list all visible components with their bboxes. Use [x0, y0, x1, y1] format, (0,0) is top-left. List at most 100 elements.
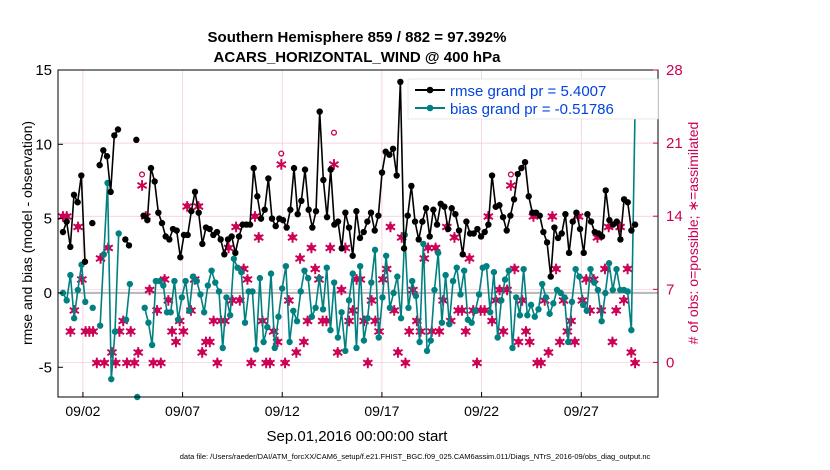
bias-point [472, 307, 479, 314]
assimilated-marker: ∗ [361, 355, 374, 372]
x-axis-label: Sep.01,2016 00:00:00 start [267, 428, 449, 445]
rmse-point [386, 151, 393, 158]
assimilated-marker: ∗ [448, 230, 461, 247]
assimilated-marker: ∗ [293, 250, 306, 267]
possible-marker [323, 317, 330, 324]
bias-point [591, 279, 598, 286]
assimilated-marker: ∗ [463, 250, 476, 267]
assimilated-marker: ∗ [474, 303, 487, 320]
possible-marker [172, 338, 179, 345]
bias-point [550, 300, 557, 307]
assimilated-marker: ∗ [71, 219, 84, 236]
y-tick-label: 10 [35, 136, 52, 153]
rmse-point [459, 251, 466, 258]
bias-point [197, 291, 204, 298]
rmse-point [155, 209, 162, 216]
rmse-point [444, 225, 452, 233]
possible-marker [436, 328, 443, 335]
assimilated-marker: ∗ [621, 261, 634, 278]
rmse-point [70, 191, 78, 199]
possible-marker [458, 307, 465, 314]
rmse-point [177, 254, 184, 261]
x-tick-label: 09/17 [364, 403, 399, 419]
assimilated-marker: ∗ [433, 324, 446, 341]
rmse-point [565, 249, 573, 257]
bias-point [505, 267, 512, 274]
rmse-point [356, 234, 364, 242]
rmse-point [74, 199, 81, 206]
bias-point [427, 337, 434, 344]
right-tick-label: 0 [666, 354, 674, 371]
bias-point [334, 334, 342, 341]
possible-marker [556, 338, 563, 345]
bias-point [576, 273, 583, 280]
rmse-point [184, 231, 191, 239]
assimilated-marker: ∗ [346, 303, 359, 320]
bias-point [67, 271, 74, 279]
bias-point [82, 298, 89, 306]
rmse-point [191, 188, 199, 196]
possible-marker [184, 202, 191, 209]
bias-point [238, 268, 245, 276]
bias-point [557, 289, 564, 297]
possible-marker [319, 317, 326, 324]
assimilated-marker: ∗ [199, 334, 212, 351]
assimilated-marker: ∗ [305, 240, 318, 257]
rmse-point [217, 236, 224, 243]
possible-marker [146, 286, 153, 293]
bias-point [290, 307, 297, 314]
footer-data-file: data file: /Users/raeder/DAI/ATM_forcXX/… [180, 452, 651, 461]
bias-point [442, 271, 449, 279]
rmse-point [158, 219, 166, 227]
bias-point [70, 315, 78, 322]
bias-point [531, 313, 538, 320]
bias-point [301, 267, 308, 274]
rmse-point [246, 221, 254, 228]
possible-marker [466, 254, 473, 262]
rmse-point [510, 196, 518, 203]
possible-marker [214, 359, 221, 366]
bias-point [356, 263, 364, 270]
rmse-point [261, 206, 268, 213]
possible-marker [522, 328, 529, 335]
possible-marker [327, 244, 334, 251]
rmse-point [470, 230, 477, 237]
rmse-point [400, 245, 408, 252]
possible-marker [473, 359, 481, 366]
assimilated-marker: ∗ [60, 209, 73, 226]
possible-marker [624, 265, 631, 272]
possible-marker [481, 307, 488, 314]
rmse-point [338, 245, 345, 252]
bias-point [241, 319, 249, 326]
rmse-point [562, 210, 569, 218]
assimilated-marker: ∗ [177, 324, 190, 341]
bias-point [189, 273, 197, 280]
bias-point [108, 375, 115, 383]
possible-marker [67, 328, 74, 335]
bias-point [141, 304, 148, 312]
plot-frame [57, 69, 659, 398]
possible-marker [108, 348, 115, 356]
rmse-point [173, 227, 180, 234]
possible-marker [511, 265, 518, 272]
bias-point [579, 301, 587, 309]
legend-rmse-label: rmse grand pr = 5.4007 [450, 83, 606, 100]
assimilated-marker: ∗ [564, 313, 577, 330]
bias-point [327, 326, 334, 334]
rmse-point [265, 175, 272, 182]
possible-marker [402, 359, 409, 366]
rmse-point [499, 213, 507, 221]
bias-point [308, 313, 316, 320]
bias-point [156, 277, 163, 285]
bias-point [167, 309, 174, 316]
possible-marker [251, 213, 258, 220]
bias-point [100, 251, 108, 258]
assimilated-marker: ∗ [120, 355, 133, 372]
bias-point [394, 273, 401, 280]
possible-marker [628, 348, 635, 356]
assimilated-marker: ∗ [610, 303, 623, 320]
rmse-point [353, 208, 360, 215]
rmse-point [613, 218, 620, 225]
rmse-point [78, 172, 85, 179]
bias-point [438, 319, 446, 326]
